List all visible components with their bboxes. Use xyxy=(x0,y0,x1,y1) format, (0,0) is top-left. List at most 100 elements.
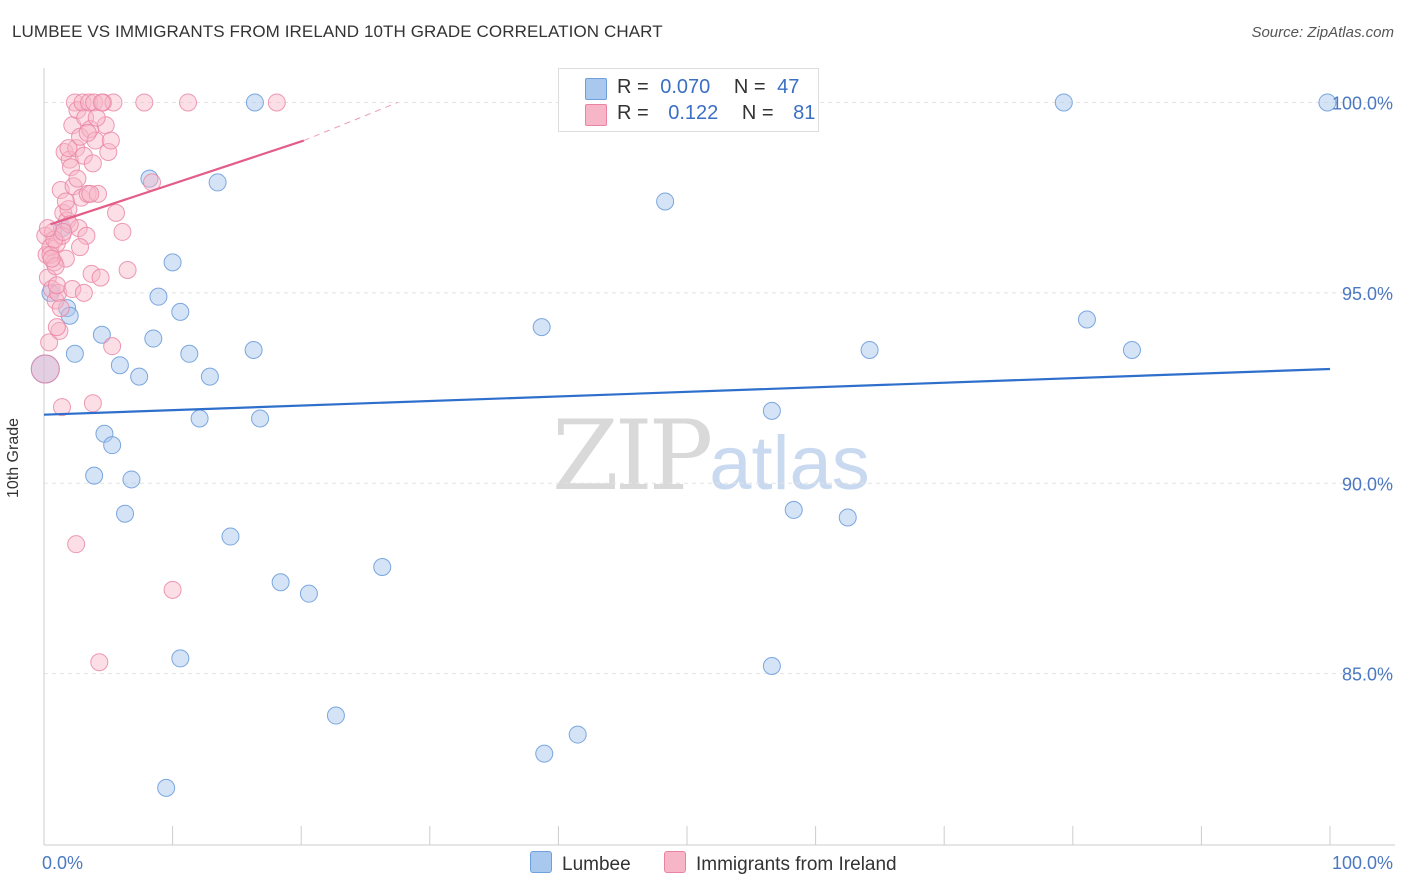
lumbee-point xyxy=(656,192,675,211)
chart-title: LUMBEE VS IMMIGRANTS FROM IRELAND 10TH G… xyxy=(12,22,663,41)
lumbee-trend-line xyxy=(43,367,1331,416)
lumbee-point xyxy=(130,367,149,386)
lumbee-point xyxy=(860,340,879,359)
ireland-point xyxy=(85,93,104,112)
n-label: N = xyxy=(733,76,766,98)
x-tick-label-min: 0.0% xyxy=(42,853,83,873)
lumbee-point xyxy=(762,657,781,676)
lumbee-point xyxy=(1122,340,1141,359)
y-tick-label: 90.0% xyxy=(1342,474,1393,494)
ireland-point xyxy=(118,261,137,280)
lumbee-point xyxy=(190,409,209,428)
ireland-stats: R = 0.122 N = 81 xyxy=(617,102,815,125)
ireland-swatch xyxy=(585,104,607,126)
correlation-legend: R = 0.070 N = 47 R = 0.122 N = 81 xyxy=(558,68,819,132)
n-value: 47 xyxy=(777,76,800,98)
ireland-point xyxy=(91,268,110,287)
lumbee-point xyxy=(144,329,163,348)
lumbee-point xyxy=(245,93,264,112)
lumbee-point xyxy=(251,409,270,428)
lumbee-legend-swatch xyxy=(530,851,552,873)
lumbee-point xyxy=(163,253,182,272)
ireland-point xyxy=(59,139,78,158)
lumbee-point xyxy=(116,504,135,523)
x-tick-label-max: 100.0% xyxy=(1332,853,1393,873)
ireland-point xyxy=(103,337,122,356)
ireland-point xyxy=(67,139,86,158)
ireland-point xyxy=(92,93,111,112)
lumbee-points xyxy=(30,93,1337,797)
lumbee-point xyxy=(103,436,122,455)
lumbee-point xyxy=(122,470,141,489)
ireland-point xyxy=(69,219,88,238)
ireland-point xyxy=(42,249,61,268)
ireland-trend-extension xyxy=(303,101,398,142)
source-credit: Source: ZipAtlas.com xyxy=(1251,24,1394,41)
ireland-point xyxy=(30,354,60,384)
ireland-point xyxy=(107,203,126,222)
tick-labels: 85.0% 90.0% 95.0% 100.0% 0.0% 100.0% xyxy=(42,93,1393,873)
ireland-point xyxy=(86,131,105,150)
lumbee-point xyxy=(762,401,781,420)
ireland-point xyxy=(83,154,102,173)
ireland-point xyxy=(54,222,73,241)
lumbee-point xyxy=(171,649,190,668)
lumbee-point xyxy=(65,344,84,363)
lumbee-stats: R = 0.070 N = 47 xyxy=(617,76,799,99)
lumbee-point xyxy=(1318,93,1337,112)
ireland-point xyxy=(40,333,59,352)
r-label: R = xyxy=(617,76,649,98)
ireland-point xyxy=(77,226,96,245)
ireland-point xyxy=(90,653,109,672)
ireland-point xyxy=(68,169,87,188)
lumbee-point xyxy=(326,706,345,725)
ireland-point xyxy=(74,283,93,302)
lumbee-point xyxy=(535,744,554,763)
lumbee-point xyxy=(373,558,392,577)
lumbee-point xyxy=(1077,310,1096,329)
y-tick-label: 85.0% xyxy=(1342,665,1393,685)
ireland-point xyxy=(67,535,86,554)
ireland-trend-line xyxy=(50,139,305,226)
lumbee-point xyxy=(532,318,551,337)
ireland-point xyxy=(101,131,120,150)
n-value: 81 xyxy=(793,102,816,124)
ireland-point xyxy=(99,142,118,161)
ireland-point xyxy=(45,230,64,249)
watermark: ZIPatlas xyxy=(552,400,870,512)
lumbee-point xyxy=(838,508,857,527)
n-label: N = xyxy=(741,102,774,124)
lumbee-legend-label: Lumbee xyxy=(562,854,631,875)
ireland-point xyxy=(135,93,154,112)
ireland-point xyxy=(267,93,286,112)
ireland-point xyxy=(56,192,75,211)
ireland-point xyxy=(82,264,101,283)
lumbee-point xyxy=(60,306,79,325)
lumbee-point xyxy=(221,527,240,546)
ireland-point xyxy=(78,123,97,142)
lumbee-point xyxy=(208,173,227,192)
y-tick-label: 95.0% xyxy=(1342,284,1393,304)
lumbee-point xyxy=(157,778,176,797)
axes xyxy=(43,68,1395,846)
ireland-legend-label: Immigrants from Ireland xyxy=(696,854,897,875)
r-value: 0.122 xyxy=(668,102,719,124)
watermark-zip: ZIP xyxy=(552,400,713,512)
ireland-point xyxy=(51,299,70,318)
ireland-point xyxy=(62,158,81,177)
lumbee-point xyxy=(200,367,219,386)
ireland-point xyxy=(63,280,82,299)
lumbee-point xyxy=(85,466,104,485)
ireland-point xyxy=(53,398,72,417)
watermark-atlas: atlas xyxy=(709,421,870,506)
legend-item-lumbee: Lumbee xyxy=(530,851,631,876)
ireland-point xyxy=(71,238,90,257)
grid-lines xyxy=(44,101,1390,675)
lumbee-point xyxy=(299,584,318,603)
y-tick-label: 100.0% xyxy=(1332,93,1393,113)
lumbee-point xyxy=(784,500,803,519)
ireland-point xyxy=(80,93,99,112)
ireland-point xyxy=(49,283,68,302)
ireland-point xyxy=(83,394,102,413)
